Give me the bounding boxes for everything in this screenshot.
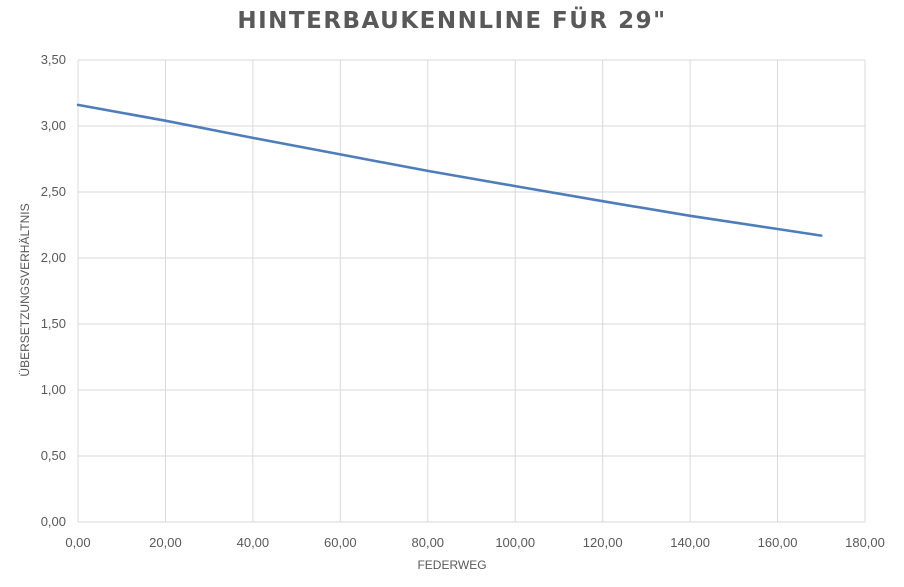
- x-axis-label: FEDERWEG: [417, 558, 487, 572]
- y-tick-label: 0,00: [41, 514, 66, 529]
- y-tick-label: 2,00: [41, 250, 66, 265]
- y-tick-label: 2,50: [41, 184, 66, 199]
- x-tick-label: 60,00: [324, 535, 357, 550]
- y-tick-label: 3,00: [41, 118, 66, 133]
- y-tick-label: 0,50: [41, 448, 66, 463]
- x-tick-label: 0,00: [65, 535, 90, 550]
- x-tick-label: 120,00: [583, 535, 623, 550]
- y-tick-label: 1,00: [41, 382, 66, 397]
- x-tick-label: 20,00: [149, 535, 182, 550]
- x-tick-label: 140,00: [670, 535, 710, 550]
- x-tick-label: 80,00: [412, 535, 445, 550]
- x-tick-label: 180,00: [845, 535, 885, 550]
- chart-title: HINTERBAUKENNLINE FÜR 29": [237, 8, 667, 34]
- x-tick-label: 100,00: [495, 535, 535, 550]
- y-tick-label: 3,50: [41, 52, 66, 67]
- y-tick-label: 1,50: [41, 316, 66, 331]
- x-tick-label: 160,00: [758, 535, 798, 550]
- y-axis-label: ÜBERSETZUNGSVERHÄLTNIS: [18, 203, 32, 377]
- series-line: [76, 103, 823, 237]
- x-tick-label: 40,00: [237, 535, 270, 550]
